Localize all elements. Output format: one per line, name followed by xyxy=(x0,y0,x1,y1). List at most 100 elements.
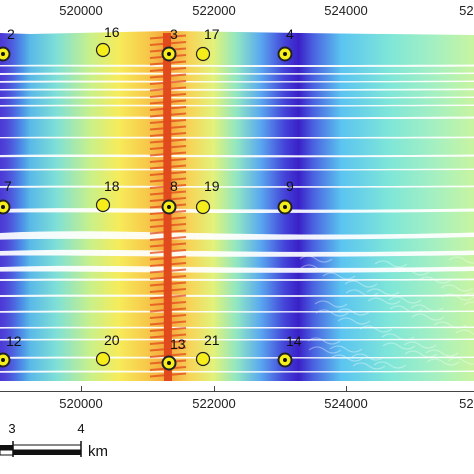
seabed-ripple xyxy=(404,350,438,358)
seabed-ripple xyxy=(441,293,474,301)
transect-tick xyxy=(149,294,187,300)
swath-gap xyxy=(0,356,474,359)
swath-gap xyxy=(0,208,474,213)
transect-tick xyxy=(149,132,187,137)
marker-label: 12 xyxy=(6,333,22,349)
transect-tick xyxy=(149,372,187,378)
seabed-ripple xyxy=(425,349,459,357)
transect-tick xyxy=(149,190,187,196)
transect-tick xyxy=(149,333,187,339)
transect-tick xyxy=(149,184,187,189)
station-marker-20[interactable]: 20 xyxy=(95,332,120,367)
station-marker-9[interactable]: 9 xyxy=(277,178,295,215)
swath-gap xyxy=(0,370,474,373)
x-tick-top: 522000 xyxy=(192,3,236,18)
seabed-ripple xyxy=(418,276,452,284)
seabed-ripple xyxy=(329,345,363,353)
station-marker-4[interactable]: 4 xyxy=(277,26,295,62)
bathymetry-map[interactable]: 2 16 3 17 4 7 18 8 19 9 12 20 13 21 14 xyxy=(0,19,474,391)
transect-tick xyxy=(149,80,187,85)
swath-gap xyxy=(0,104,474,107)
station-marker-17[interactable]: 17 xyxy=(195,26,220,62)
seabed-ripple xyxy=(330,354,364,362)
transect-tick xyxy=(149,106,187,111)
transect-tick xyxy=(149,268,187,274)
station-marker-2[interactable]: 2 xyxy=(0,26,15,62)
transect-tick xyxy=(149,288,187,293)
seabed-ripple xyxy=(314,300,348,308)
transect-tick xyxy=(149,320,187,326)
station-marker-8[interactable]: 8 xyxy=(161,178,179,215)
transect-tick xyxy=(149,255,187,261)
station-marker-7[interactable]: 7 xyxy=(0,178,12,215)
marker-label: 9 xyxy=(286,178,294,194)
swath-gap xyxy=(0,64,474,67)
marker-center-dot xyxy=(1,52,5,56)
transect-tick xyxy=(149,138,187,144)
marker-label: 16 xyxy=(104,24,120,40)
marker-label: 17 xyxy=(204,26,220,42)
swath-gap xyxy=(0,168,474,171)
marker-center-dot xyxy=(283,52,287,56)
transect-tick xyxy=(149,340,187,345)
seabed-ripple xyxy=(447,357,474,365)
marker-circle xyxy=(95,351,111,367)
swath-gap xyxy=(0,88,474,91)
station-marker-19[interactable]: 19 xyxy=(195,178,220,215)
x-tick-top: 526 xyxy=(459,3,474,18)
seabed-ripple xyxy=(352,362,386,370)
marker-circle xyxy=(195,351,211,367)
swath-gap xyxy=(0,338,474,341)
seabed-ripple xyxy=(433,321,467,329)
seabed-ripple xyxy=(388,296,422,304)
seabed-ripple xyxy=(411,313,445,321)
swath-gap xyxy=(0,326,474,329)
transect-tick xyxy=(149,275,187,280)
marker-center-dot xyxy=(167,361,171,365)
seabed-ripple xyxy=(351,353,385,361)
transect-tick xyxy=(149,242,187,248)
x-tick-top: 520000 xyxy=(59,3,103,18)
transect-tick xyxy=(149,60,187,66)
x-tick-top: 524000 xyxy=(324,3,368,18)
marker-label: 7 xyxy=(4,178,12,194)
seabed-ripple xyxy=(322,272,356,280)
swath-gap xyxy=(0,136,474,139)
station-marker-3[interactable]: 3 xyxy=(161,26,179,62)
marker-label: 2 xyxy=(7,26,15,42)
station-marker-13[interactable]: 13 xyxy=(161,336,186,371)
x-tick-bottom: 526 xyxy=(459,396,474,411)
station-marker-21[interactable]: 21 xyxy=(195,332,220,367)
swath-gap xyxy=(0,154,474,158)
transect-tick xyxy=(149,327,187,332)
marker-center-dot xyxy=(283,358,287,362)
transect-tick xyxy=(149,86,187,92)
marker-label: 13 xyxy=(170,336,186,352)
marker-circle xyxy=(95,197,111,213)
scale-label: 3 xyxy=(8,421,16,436)
transect-tick xyxy=(149,223,187,228)
x-tick-mark xyxy=(81,386,82,391)
transect-tick xyxy=(149,229,187,235)
transect-tick xyxy=(149,236,187,241)
seabed-ripple xyxy=(366,288,400,296)
transect-tick xyxy=(149,67,187,72)
station-marker-18[interactable]: 18 xyxy=(95,178,120,213)
seabed-ripple xyxy=(382,342,416,350)
marker-label: 8 xyxy=(170,178,178,194)
scale-bar-graphic xyxy=(0,441,82,457)
marker-center-dot xyxy=(167,52,171,56)
swath-gap xyxy=(0,294,474,297)
swath-gap xyxy=(0,185,474,188)
transect-tick xyxy=(149,249,187,254)
seabed-ripple xyxy=(448,256,474,264)
transect-tick xyxy=(149,307,187,313)
marker-label: 21 xyxy=(204,332,220,348)
swath-gap xyxy=(0,265,474,273)
station-marker-12[interactable]: 12 xyxy=(0,333,22,368)
station-marker-16[interactable]: 16 xyxy=(95,24,120,58)
seabed-ripple xyxy=(410,304,444,312)
transect-tick xyxy=(149,353,187,358)
marker-center-dot xyxy=(283,205,287,209)
station-marker-14[interactable]: 14 xyxy=(277,333,302,368)
